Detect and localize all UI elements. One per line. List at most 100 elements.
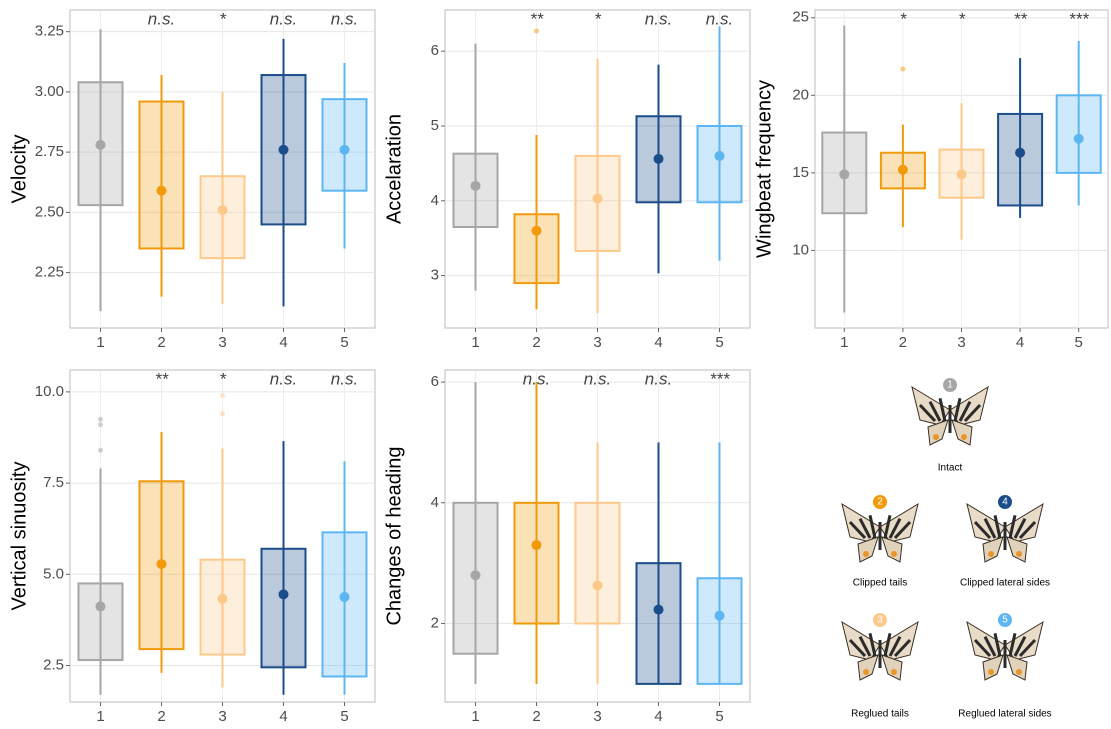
y-tick-label: 10 [792,241,809,258]
x-tick-label: 2 [157,708,165,724]
legend-label: Clipped tails [853,578,907,589]
center-point [157,186,167,196]
center-point [157,559,167,569]
y-tick-label: 3.25 [35,23,64,40]
legend-label: Intact [938,463,963,474]
y-tick-label: 2 [431,614,439,631]
center-point [898,165,908,175]
y-tick-label: 5 [431,117,439,134]
significance: n.s. [270,369,297,388]
spot [988,669,994,675]
y-tick-label: 6 [431,42,439,59]
x-tick-label: 5 [715,334,723,351]
butterfly [842,504,918,562]
box [698,578,742,684]
x-tick-label: 3 [593,708,601,724]
hind-wing [928,420,948,445]
significance: n.s. [584,369,611,388]
y-tick-label: 2.50 [35,203,64,220]
center-point [471,570,481,580]
center-point [839,169,849,179]
box [698,126,742,202]
x-tick-label: 3 [218,334,226,351]
center-point [532,226,542,236]
x-tick-label: 4 [654,708,662,724]
number-label: 2 [877,497,883,508]
outlier [220,411,225,416]
number-label: 5 [1002,615,1008,626]
number-label: 1 [947,380,953,391]
center-point [340,592,350,602]
center-point [957,169,967,179]
spot [933,434,939,440]
x-tick-label: 4 [279,334,287,351]
x-tick-label: 3 [593,334,601,351]
center-point [340,145,350,155]
hind-wing [858,655,878,680]
x-tick-label: 1 [96,708,104,724]
y-tick-label: 4 [431,494,439,511]
box [201,560,245,655]
y-tick-label: 4 [431,192,439,209]
center-point [715,611,725,621]
significance: *** [710,369,731,388]
legend-item: 5 Reglued lateral sides [958,613,1051,720]
significance: n.s. [523,369,550,388]
x-tick-label: 2 [157,334,165,351]
y-tick-label: 15 [792,164,809,181]
y-tick-label: 7.5 [43,474,64,491]
x-tick-label: 5 [340,708,348,724]
y-axis-label: Wingbeat frequency [753,80,775,258]
x-tick-label: 3 [218,708,226,724]
x-tick-label: 1 [96,334,104,351]
box [262,549,306,668]
center-point [96,601,106,611]
x-tick-label: 2 [899,334,907,351]
box [515,503,559,624]
x-tick-label: 3 [957,334,965,351]
y-axis-label: Vertical sinuosity [8,462,30,611]
box [998,114,1042,206]
spot [1016,551,1022,557]
spot [863,551,869,557]
x-tick-label: 4 [279,708,287,724]
x-tick-label: 1 [840,334,848,351]
box [637,563,681,684]
center-point [218,594,228,604]
x-tick-label: 4 [1016,334,1024,351]
y-tick-label: 3 [431,267,439,284]
x-tick-label: 5 [340,334,348,351]
legend-item: 1 Intact [912,378,988,474]
hind-wing [882,655,902,680]
hind-wing [1007,655,1027,680]
significance: *** [1069,9,1090,28]
center-point [715,151,725,161]
number-label: 3 [877,615,883,626]
significance: ** [1013,9,1028,28]
spot [961,434,967,440]
y-tick-label: 25 [792,9,809,26]
hind-wing [1007,537,1027,562]
number-label: 4 [1002,497,1008,508]
center-point [593,580,603,590]
y-axis-label: Changes of heading [383,446,405,625]
y-tick-label: 10.0 [35,383,64,400]
y-tick-label: 2.25 [35,264,64,281]
y-tick-label: 2.5 [43,656,64,673]
center-point [96,140,106,150]
center-point [593,194,603,204]
box [515,214,559,283]
outlier [98,422,103,427]
figure: 2.252.502.753.003.25Velocity12n.s.3*4n.s… [0,0,1111,724]
x-tick-label: 4 [654,334,662,351]
legend-label: Reglued lateral sides [958,709,1051,720]
y-axis-label: Velocity [8,135,30,204]
spot [1016,669,1022,675]
significance: n.s. [645,9,672,28]
hind-wing [983,537,1003,562]
significance: n.s. [270,9,297,28]
significance: n.s. [331,369,358,388]
outlier [98,417,103,422]
